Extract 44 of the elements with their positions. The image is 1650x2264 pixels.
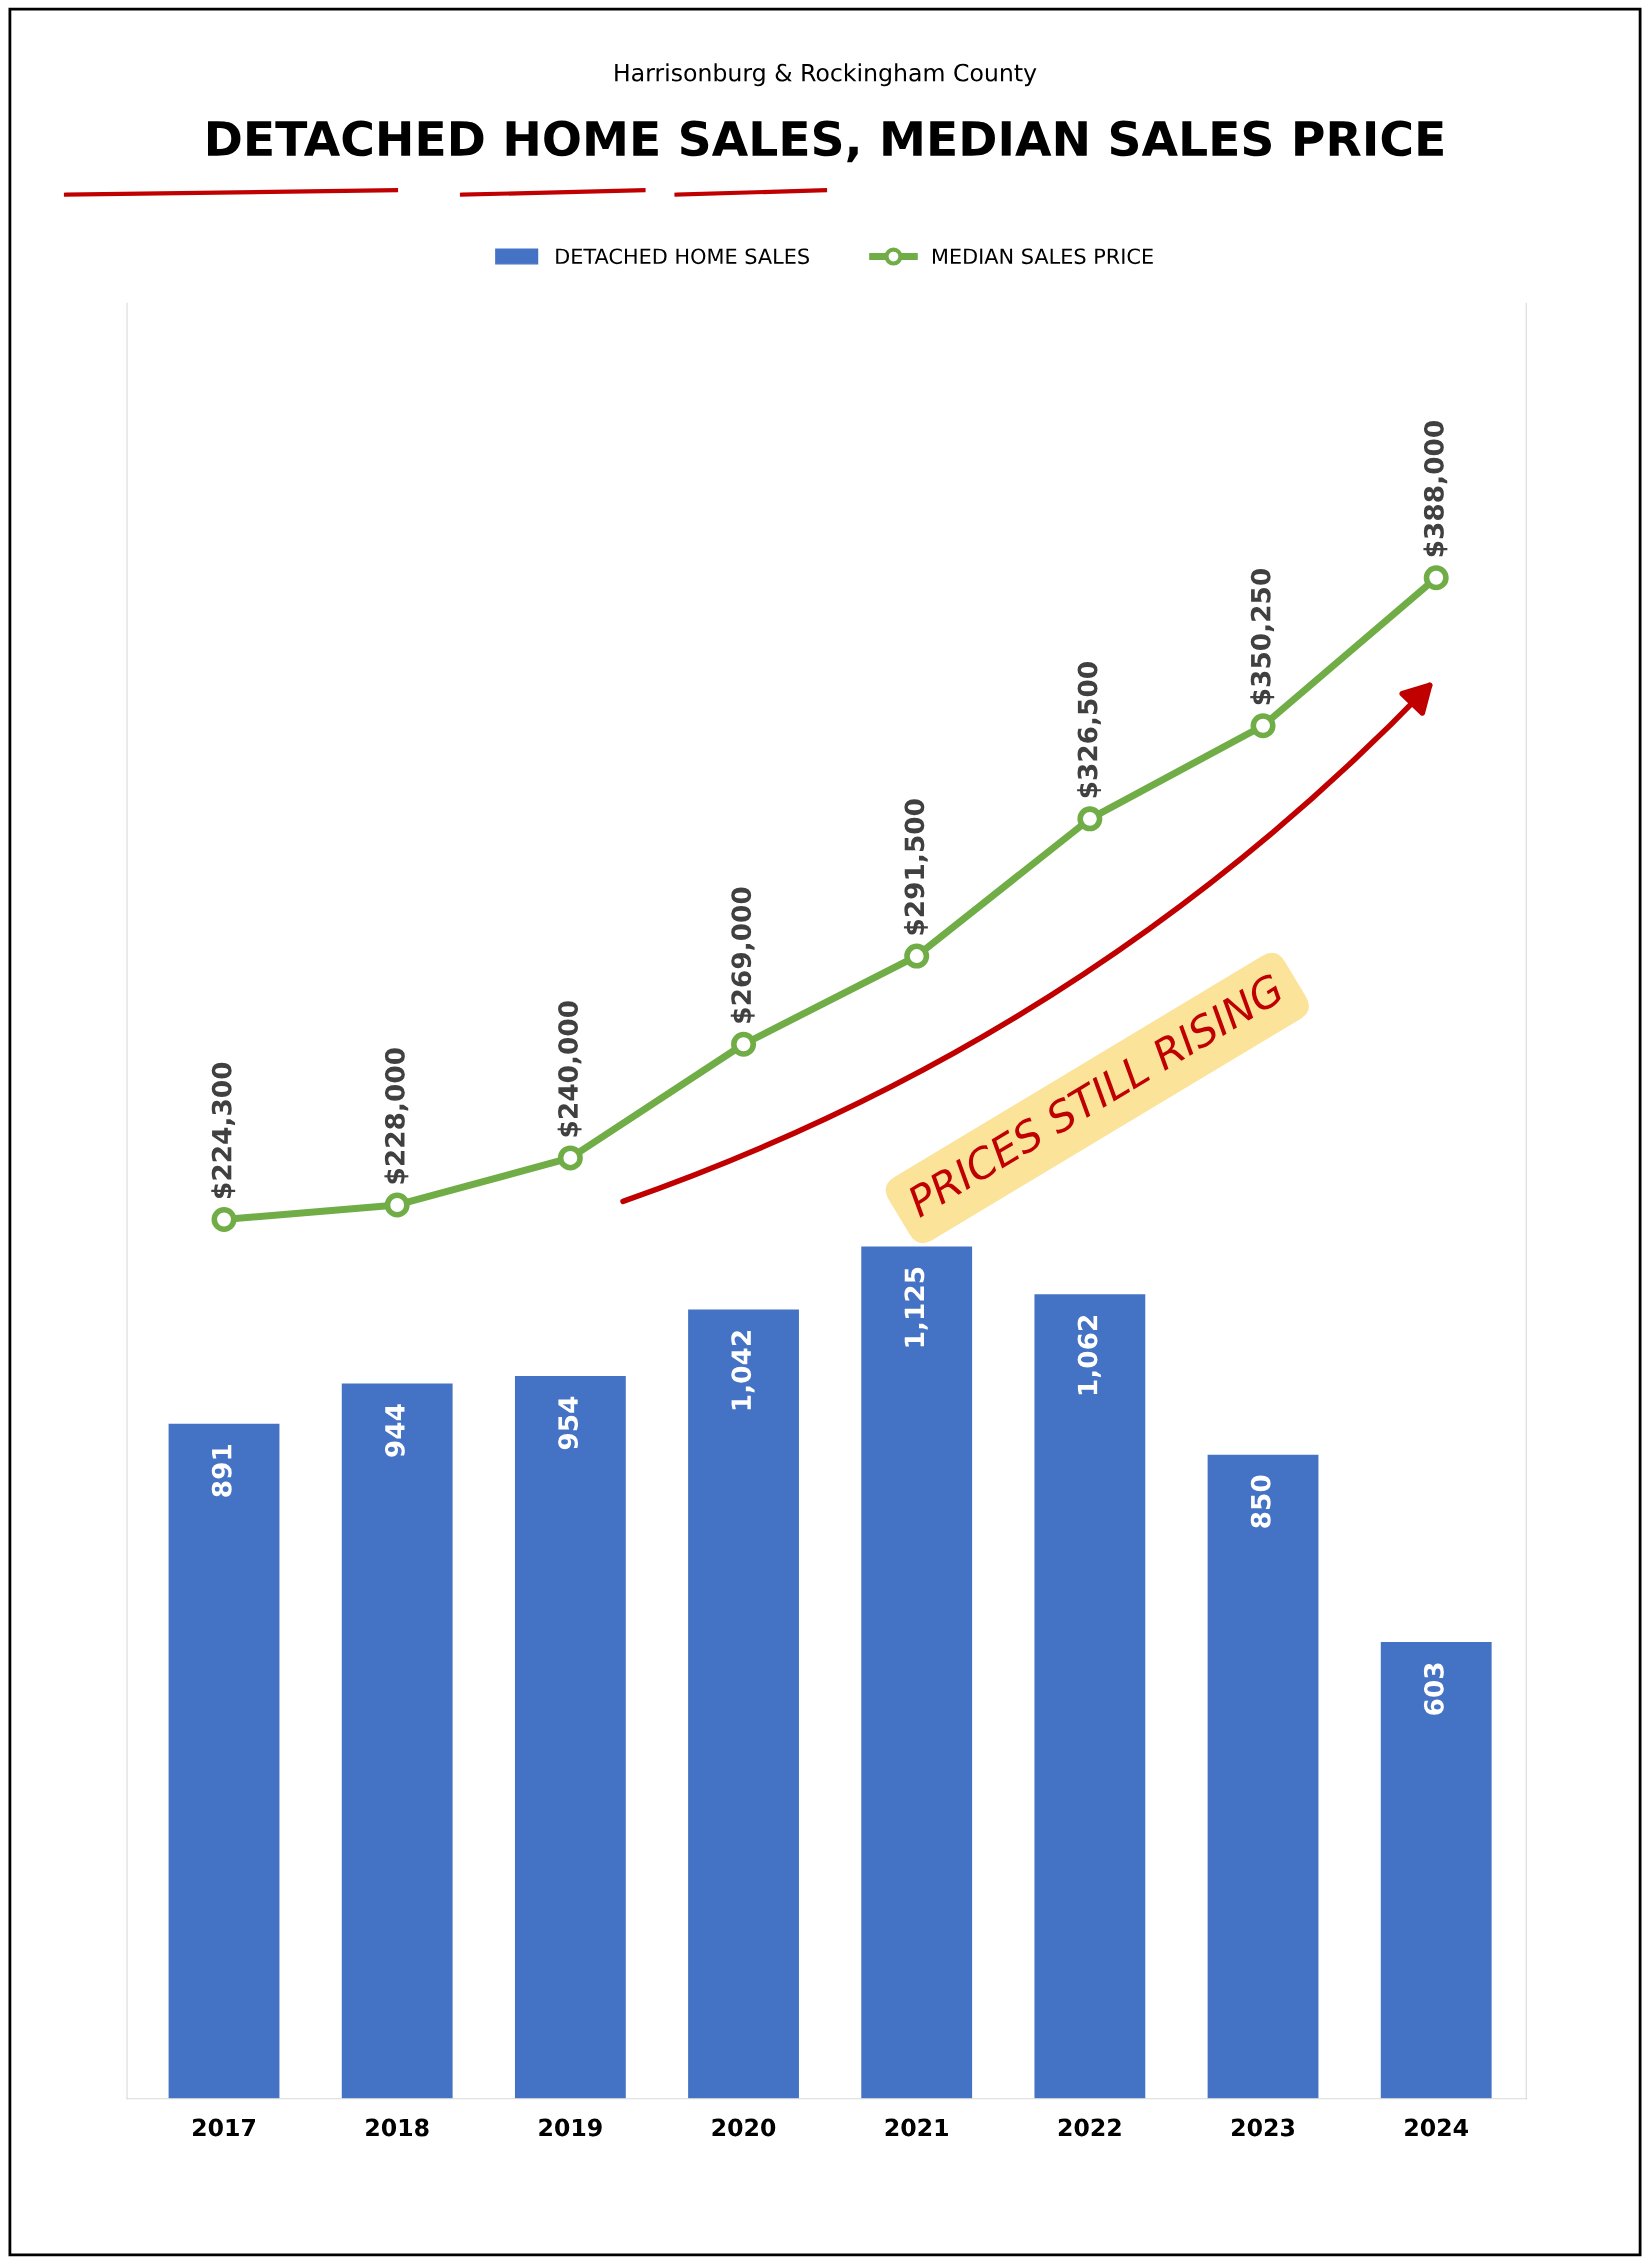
bar <box>1380 1641 1492 2099</box>
data-label: $388,000 <box>1423 421 1448 557</box>
point <box>1077 806 1103 832</box>
point <box>904 943 930 969</box>
data-label: 891 <box>211 1445 232 1497</box>
data-label: $350,250 <box>1250 569 1275 705</box>
chart-subtitle: Harrisonburg & Rockingham County <box>615 63 1037 87</box>
bar <box>688 1309 799 2099</box>
data-label: 944 <box>384 1404 405 1457</box>
data-label: $224,300 <box>211 1062 236 1198</box>
data-label: 1,125 <box>904 1267 928 1347</box>
x-tick-label: 2024 <box>1405 2118 1468 2137</box>
x-tick-label: 2018 <box>366 2118 429 2137</box>
bar <box>341 1383 453 2099</box>
x-tick-label: 2017 <box>193 2118 255 2137</box>
point <box>211 1206 237 1232</box>
data-label: 954 <box>558 1396 579 1450</box>
point <box>557 1145 583 1171</box>
data-label: $228,000 <box>384 1048 409 1184</box>
point <box>731 1031 757 1057</box>
data-label: $269,000 <box>730 887 755 1023</box>
bar <box>514 1376 626 2099</box>
data-label: 603 <box>1423 1663 1444 1715</box>
x-tick-label: 2021 <box>885 2118 948 2137</box>
x-tick-label: 2020 <box>712 2118 776 2137</box>
x-tick-label: 2023 <box>1232 2118 1295 2137</box>
data-label: 1,062 <box>1077 1315 1101 1395</box>
legend-label: MEDIAN SALES PRICE <box>933 248 1153 265</box>
x-tick-label: 2019 <box>539 2118 602 2137</box>
bar <box>1207 1454 1319 2099</box>
data-label: 850 <box>1250 1475 1271 1528</box>
data-label: $291,500 <box>903 799 928 935</box>
data-label: 1,042 <box>731 1331 755 1410</box>
point <box>1250 713 1276 739</box>
point <box>1423 565 1449 591</box>
point <box>384 1192 410 1218</box>
legend-label: DETACHED HOME SALES <box>556 248 809 265</box>
chart-title: DETACHED HOME SALES, MEDIAN SALES PRICE <box>208 120 1443 163</box>
bar <box>168 1423 280 2099</box>
x-tick-label: 2022 <box>1058 2118 1121 2137</box>
data-label: $240,000 <box>557 1001 582 1137</box>
bar <box>861 1246 973 2099</box>
data-label: $326,500 <box>1077 662 1102 798</box>
bar <box>1034 1294 1146 2099</box>
